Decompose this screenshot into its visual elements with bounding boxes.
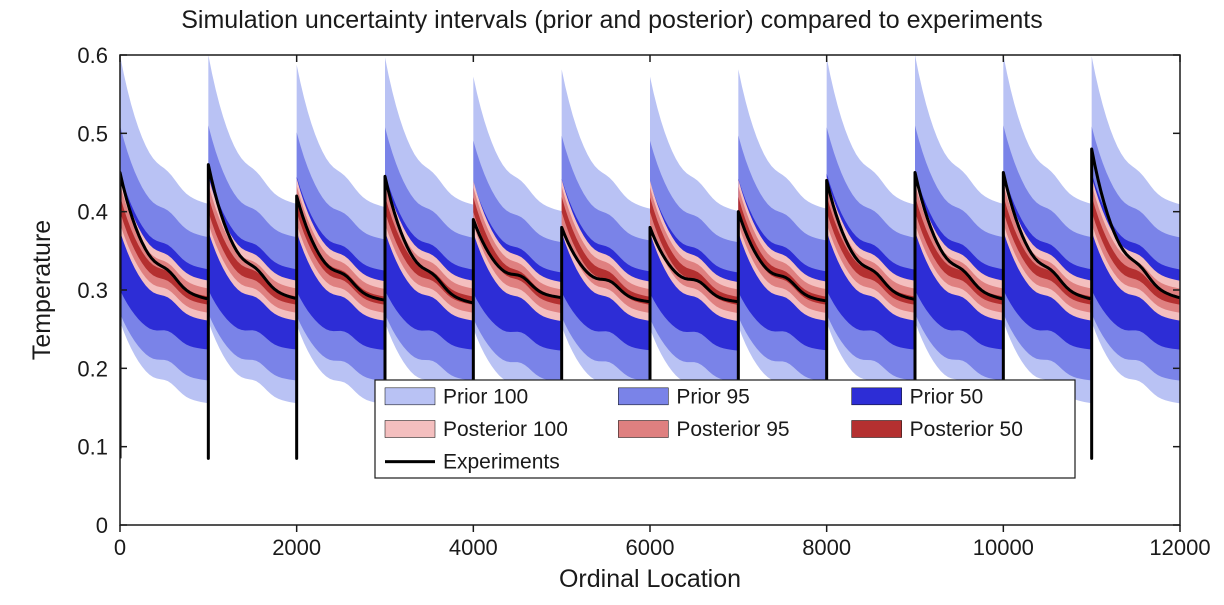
legend-label: Posterior 100 bbox=[443, 418, 568, 441]
legend-swatch bbox=[618, 421, 668, 438]
chart-wrapper: 0 2000 4000 6000 8000 10000 12000 0 0.1 0.2 0.3 0.4… bbox=[0, 0, 1224, 605]
x-tick-label: 8000 bbox=[802, 535, 851, 560]
y-tick-label: 0.4 bbox=[77, 200, 108, 225]
legend-swatch bbox=[385, 421, 435, 438]
x-tick-label: 4000 bbox=[449, 535, 498, 560]
legend-swatch bbox=[852, 388, 902, 405]
legend-label: Prior 95 bbox=[676, 385, 750, 408]
x-tick-label: 6000 bbox=[626, 535, 675, 560]
legend-label: Posterior 50 bbox=[910, 418, 1023, 441]
x-tick-label: 0 bbox=[114, 535, 126, 560]
x-axis-label: Ordinal Location bbox=[559, 565, 741, 593]
legend-label: Posterior 95 bbox=[676, 418, 789, 441]
legend-line-swatch bbox=[385, 460, 435, 463]
y-tick-label: 0.5 bbox=[77, 121, 108, 146]
legend-label: Prior 100 bbox=[443, 385, 528, 408]
y-tick-label: 0.6 bbox=[77, 43, 108, 68]
legend-swatch bbox=[618, 388, 668, 405]
y-tick-label: 0.2 bbox=[77, 356, 108, 381]
y-tick-label: 0.3 bbox=[77, 278, 108, 303]
x-tick-label: 2000 bbox=[272, 535, 321, 560]
legend-swatch bbox=[852, 421, 902, 438]
uncertainty-chart: 0 2000 4000 6000 8000 10000 12000 0 0.1 0.2 0.3 0.4… bbox=[0, 0, 1224, 605]
y-axis-label: Temperature bbox=[28, 220, 56, 360]
x-tick-label: 10000 bbox=[973, 535, 1034, 560]
legend-label: Prior 50 bbox=[910, 385, 984, 408]
legend-label: Experiments bbox=[443, 451, 560, 474]
y-tick-label: 0 bbox=[96, 513, 108, 538]
y-tick-label: 0.1 bbox=[77, 435, 108, 460]
legend-swatch bbox=[385, 388, 435, 405]
x-tick-label: 12000 bbox=[1149, 535, 1210, 560]
